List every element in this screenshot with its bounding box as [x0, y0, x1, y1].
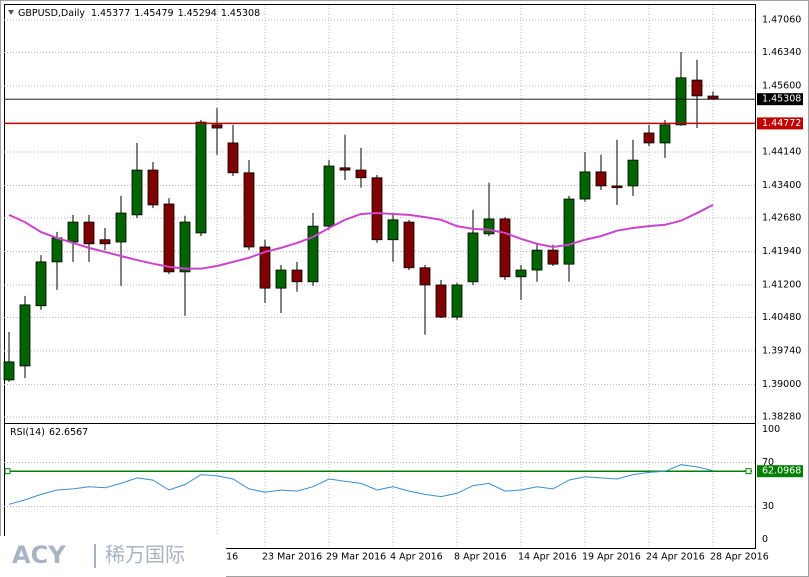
candle-body [195, 121, 207, 234]
candle-body [291, 269, 303, 283]
candle-body [611, 185, 623, 189]
candle-body [51, 237, 63, 263]
x-tick-label: 19 Apr 2016 [582, 552, 641, 563]
y-tick-label: 1.43400 [762, 180, 801, 191]
y-tick-label: 1.45600 [762, 80, 801, 91]
moving-average [8, 204, 714, 270]
candle-body [547, 249, 559, 265]
y-tick-label: 1.39740 [762, 345, 801, 356]
y-tick-label: 100 [762, 424, 780, 435]
candle-body [451, 284, 463, 318]
y-tick-label: 1.41940 [762, 246, 801, 257]
price-label: 1.44772 [762, 118, 801, 129]
x-tick-label: 2016 [214, 552, 238, 563]
logo-text: ACY [12, 541, 66, 569]
price-label: 1.45308 [762, 94, 801, 105]
y-tick-label: 30 [762, 501, 774, 512]
candle-body [163, 203, 175, 273]
candle-body [339, 167, 351, 171]
rsi-header: RSI(14) 62.6567 [10, 427, 88, 438]
y-tick-label: 1.44140 [762, 146, 801, 157]
header-high: 1.45479 [134, 8, 173, 19]
candle-body [403, 221, 415, 269]
candle-body [435, 284, 447, 318]
x-tick-label: 8 Apr 2016 [454, 552, 507, 563]
candle-body [659, 124, 671, 144]
price-label-bg [757, 93, 803, 106]
candle-body [323, 165, 335, 227]
header-close: 1.45308 [221, 8, 260, 19]
logo-bg [0, 536, 226, 577]
y-tick-label: 1.47060 [762, 14, 801, 25]
header-open: 1.45377 [91, 8, 130, 19]
candle-body [515, 269, 527, 278]
candle-body [179, 221, 191, 273]
x-tick-label: 24 Apr 2016 [646, 552, 705, 563]
y-tick-label: 1.39000 [762, 379, 801, 390]
y-tick-label: 1.41200 [762, 279, 801, 290]
logo-cn: 稀万国际 [105, 543, 185, 567]
candle-body [99, 239, 111, 245]
y-tick-label: 1.38280 [762, 412, 801, 423]
candle-body [67, 221, 79, 243]
candle-body [563, 198, 575, 265]
candle-body [499, 218, 511, 278]
x-tick-label: 28 Apr 2016 [710, 552, 769, 563]
candle-body [275, 269, 287, 289]
chart-title: GBPUSD,Daily [18, 8, 85, 19]
rsi-line [8, 464, 714, 505]
y-tick-label: 70 [762, 457, 774, 468]
y-tick-label: 1.42680 [762, 213, 801, 224]
candle-body [35, 261, 47, 307]
candle-body [243, 172, 255, 248]
x-tick-label: 29 Mar 2016 [326, 552, 386, 563]
level-label: 62.0968 [762, 466, 801, 477]
level-handle [745, 468, 752, 475]
candle-body [259, 246, 271, 289]
candle-body [419, 267, 431, 286]
candle-body [691, 79, 703, 97]
plot-border [4, 4, 756, 549]
chart-header: GBPUSD,Daily 1.45377 1.45479 1.45294 1.45308 [18, 8, 260, 19]
candle-body [131, 169, 143, 216]
price-label-bg [757, 117, 803, 130]
candle-body [531, 249, 543, 271]
candle-body [643, 132, 655, 144]
candle-body [83, 221, 95, 245]
y-tick-label: 0 [762, 534, 768, 545]
level-label-bg [757, 465, 803, 478]
x-tick-label: 23 Mar 2016 [262, 552, 322, 563]
candle-body [579, 171, 591, 200]
candle-body [483, 218, 495, 235]
candle-body [115, 212, 127, 243]
level-handle [4, 468, 11, 475]
header-icon [8, 10, 14, 15]
rsi-current: 62.6567 [49, 427, 88, 438]
candle-body [307, 225, 319, 283]
candle-body [387, 219, 399, 241]
y-tick-label: 1.46340 [762, 47, 801, 58]
candle-body [675, 77, 687, 126]
x-tick-label: 4 Apr 2016 [390, 552, 443, 563]
candle-body [371, 177, 383, 241]
candle-body [467, 232, 479, 283]
rsi-title: RSI(14) [10, 427, 45, 438]
candle-body [355, 169, 367, 179]
x-tick-label: 14 Apr 2016 [518, 552, 577, 563]
candle-body [227, 142, 239, 174]
candle-body [707, 95, 719, 100]
candle-body [147, 169, 159, 206]
header-low: 1.45294 [178, 8, 217, 19]
candle-body [3, 361, 15, 381]
candle-body [19, 304, 31, 367]
candle-body [595, 171, 607, 187]
y-tick-label: 1.40480 [762, 312, 801, 323]
candle-body [211, 124, 223, 129]
candle-body [627, 159, 639, 187]
